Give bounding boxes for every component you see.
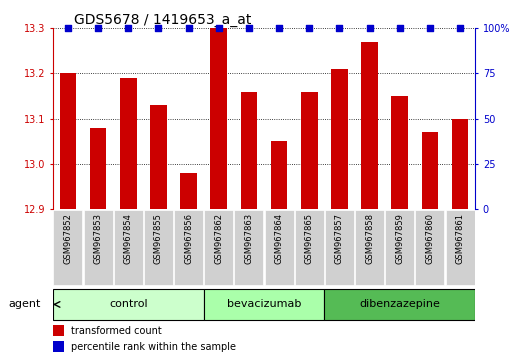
Text: GDS5678 / 1419653_a_at: GDS5678 / 1419653_a_at bbox=[74, 13, 251, 27]
Bar bbox=[295, 210, 324, 285]
Bar bbox=[114, 210, 143, 285]
Point bbox=[275, 25, 284, 31]
Text: control: control bbox=[109, 299, 147, 309]
Bar bbox=[211, 28, 227, 209]
Text: GSM967865: GSM967865 bbox=[305, 213, 314, 264]
Point bbox=[365, 25, 374, 31]
Text: GSM967864: GSM967864 bbox=[275, 213, 284, 264]
Bar bbox=[265, 210, 294, 285]
Bar bbox=[204, 210, 233, 285]
Bar bbox=[324, 289, 475, 320]
Point bbox=[456, 25, 464, 31]
Bar bbox=[331, 69, 348, 209]
Text: GSM967854: GSM967854 bbox=[124, 213, 133, 264]
Text: GSM967863: GSM967863 bbox=[244, 213, 253, 264]
Text: percentile rank within the sample: percentile rank within the sample bbox=[71, 342, 237, 352]
Bar bbox=[90, 127, 106, 209]
Bar bbox=[53, 325, 64, 336]
Bar bbox=[361, 42, 378, 209]
Bar bbox=[53, 210, 82, 285]
Text: GSM967859: GSM967859 bbox=[395, 213, 404, 264]
Text: GSM967852: GSM967852 bbox=[63, 213, 72, 264]
Bar bbox=[144, 210, 173, 285]
Bar bbox=[271, 141, 287, 209]
Bar bbox=[446, 210, 475, 285]
Text: dibenzazepine: dibenzazepine bbox=[360, 299, 440, 309]
Point bbox=[244, 25, 253, 31]
Point bbox=[94, 25, 102, 31]
Text: GSM967855: GSM967855 bbox=[154, 213, 163, 264]
Bar bbox=[301, 91, 317, 209]
Bar bbox=[60, 74, 76, 209]
Bar bbox=[204, 289, 324, 320]
Bar bbox=[83, 210, 112, 285]
Text: bevacizumab: bevacizumab bbox=[227, 299, 301, 309]
Point bbox=[64, 25, 72, 31]
Point bbox=[214, 25, 223, 31]
Point bbox=[305, 25, 314, 31]
Bar bbox=[325, 210, 354, 285]
Bar bbox=[180, 173, 197, 209]
Bar bbox=[452, 119, 468, 209]
Bar bbox=[174, 210, 203, 285]
Text: GSM967858: GSM967858 bbox=[365, 213, 374, 264]
Bar bbox=[385, 210, 414, 285]
Point bbox=[184, 25, 193, 31]
Text: GSM967856: GSM967856 bbox=[184, 213, 193, 264]
Point bbox=[335, 25, 344, 31]
Point bbox=[395, 25, 404, 31]
Point bbox=[124, 25, 133, 31]
Bar bbox=[355, 210, 384, 285]
Bar bbox=[120, 78, 137, 209]
Text: transformed count: transformed count bbox=[71, 326, 162, 336]
Point bbox=[426, 25, 434, 31]
Bar bbox=[416, 210, 445, 285]
Text: agent: agent bbox=[8, 299, 40, 309]
Text: GSM967853: GSM967853 bbox=[93, 213, 102, 264]
Text: GSM967857: GSM967857 bbox=[335, 213, 344, 264]
Bar bbox=[234, 210, 263, 285]
Point bbox=[154, 25, 163, 31]
Bar bbox=[391, 96, 408, 209]
Bar bbox=[241, 91, 257, 209]
Bar bbox=[53, 289, 204, 320]
Bar bbox=[422, 132, 438, 209]
Bar bbox=[150, 105, 167, 209]
Bar bbox=[53, 341, 64, 353]
Text: GSM967861: GSM967861 bbox=[456, 213, 465, 264]
Text: GSM967860: GSM967860 bbox=[426, 213, 435, 264]
Text: GSM967862: GSM967862 bbox=[214, 213, 223, 264]
